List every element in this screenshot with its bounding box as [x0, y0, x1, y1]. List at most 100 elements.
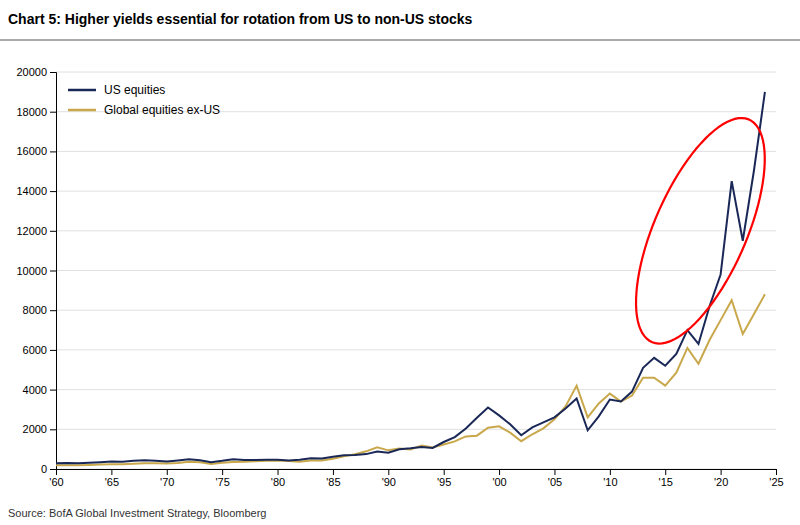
y-tick: 4000 — [23, 384, 56, 396]
x-tick: '00 — [492, 469, 506, 488]
legend-swatch — [68, 109, 96, 112]
y-axis-line — [50, 73, 57, 470]
y-tick-mark — [50, 310, 56, 311]
grid-line — [56, 349, 776, 350]
grid-line — [56, 230, 776, 231]
x-tick-label: '10 — [603, 476, 617, 488]
x-tick: '10 — [603, 469, 617, 488]
y-tick: 14000 — [16, 185, 56, 197]
source: Source: BofA Global Investment Strategy,… — [8, 507, 266, 519]
y-axis: 0 2000 4000 6000 8000 10000 12000 14000 16000 180… — [16, 66, 56, 475]
y-tick-mark — [50, 271, 56, 272]
x-tick: '05 — [548, 469, 562, 488]
y-tick: 16000 — [16, 145, 56, 157]
y-tick: 6000 — [23, 344, 56, 356]
x-tick: '25 — [769, 469, 783, 488]
x-tick-mark — [333, 469, 334, 475]
y-tick: 0 — [41, 463, 56, 475]
x-tick: '75 — [215, 469, 229, 488]
x-tick-mark — [388, 469, 389, 475]
x-tick: '85 — [326, 469, 340, 488]
x-tick-label: '05 — [548, 476, 562, 488]
x-tick: '20 — [714, 469, 728, 488]
x-tick: '95 — [437, 469, 451, 488]
x-tick: '15 — [659, 469, 673, 488]
legend-label: Global equities ex-US — [104, 103, 220, 117]
grid-line — [56, 151, 776, 152]
grid — [56, 72, 776, 469]
y-tick-label: 12000 — [16, 225, 47, 237]
x-tick-label: '85 — [326, 476, 340, 488]
grid-line — [56, 389, 776, 390]
x-tick-mark — [222, 469, 223, 475]
x-tick: '60 — [49, 469, 63, 488]
y-tick-mark — [50, 231, 56, 232]
grid-line — [56, 72, 776, 73]
x-tick-mark — [111, 469, 112, 475]
legend-item: Global equities ex-US — [68, 103, 220, 117]
x-tick-mark — [278, 469, 279, 475]
x-tick: '65 — [105, 469, 119, 488]
highlight-ellipse — [636, 118, 765, 343]
grid-line — [56, 310, 776, 311]
x-tick: '70 — [160, 469, 174, 488]
legend-item: US equities — [68, 83, 165, 97]
x-tick-mark — [721, 469, 722, 475]
x-tick-label: '15 — [659, 476, 673, 488]
title: Chart 5: Higher yields essential for rot… — [8, 11, 473, 27]
x-tick-label: '75 — [215, 476, 229, 488]
y-tick: 18000 — [16, 106, 56, 118]
y-tick-mark — [50, 191, 56, 192]
y-tick-mark — [50, 429, 56, 430]
x-tick-mark — [776, 469, 777, 475]
y-tick-label: 16000 — [16, 145, 47, 157]
x-tick-mark — [444, 469, 445, 475]
y-tick-label: 10000 — [16, 265, 47, 277]
y-tick-mark — [50, 72, 56, 73]
x-tick-label: '20 — [714, 476, 728, 488]
y-tick-label: 4000 — [23, 384, 47, 396]
y-tick-mark — [50, 151, 56, 152]
y-tick-label: 20000 — [16, 66, 47, 78]
grid-line — [56, 429, 776, 430]
x-tick-mark — [665, 469, 666, 475]
y-tick: 10000 — [16, 265, 56, 277]
y-tick-mark — [50, 350, 56, 351]
series-line — [56, 294, 765, 465]
y-tick-label: 8000 — [23, 304, 47, 316]
x-tick-label: '65 — [105, 476, 119, 488]
x-tick: '80 — [271, 469, 285, 488]
x-axis-line — [57, 470, 777, 476]
y-tick-label: 6000 — [23, 344, 47, 356]
x-tick-label: '80 — [271, 476, 285, 488]
x-tick: '90 — [382, 469, 396, 488]
y-tick-label: 18000 — [16, 106, 47, 118]
legend: US equities Global equities ex-US — [68, 83, 220, 117]
x-tick-label: '70 — [160, 476, 174, 488]
y-tick: 2000 — [23, 423, 56, 435]
series-line — [56, 92, 765, 463]
grid-line — [56, 270, 776, 271]
x-tick-label: '95 — [437, 476, 451, 488]
x-tick-mark — [167, 469, 168, 475]
legend-swatch — [68, 89, 96, 92]
chart: Chart 5: Higher yields essential for rot… — [0, 0, 800, 525]
y-tick-label: 14000 — [16, 185, 47, 197]
plot: '60 '65 '70 '75 '80 '85 '90 '95 '00 '05 '10 '15 '20 '… — [16, 66, 783, 488]
legend-label: US equities — [104, 83, 165, 97]
y-tick-mark — [50, 112, 56, 113]
x-axis: '60 '65 '70 '75 '80 '85 '90 '95 '00 '05 '10 '15 '20 '… — [49, 469, 783, 488]
lines — [56, 92, 765, 465]
x-tick-label: '00 — [492, 476, 506, 488]
y-tick: 20000 — [16, 66, 56, 78]
title-rule — [0, 40, 800, 41]
y-tick-mark — [50, 390, 56, 391]
x-tick-mark — [554, 469, 555, 475]
y-tick: 8000 — [23, 304, 56, 316]
x-tick-label: '25 — [769, 476, 783, 488]
y-tick: 12000 — [16, 225, 56, 237]
x-tick-mark — [499, 469, 500, 475]
x-tick-mark — [610, 469, 611, 475]
y-tick-mark — [50, 469, 56, 470]
y-tick-label: 2000 — [23, 423, 47, 435]
